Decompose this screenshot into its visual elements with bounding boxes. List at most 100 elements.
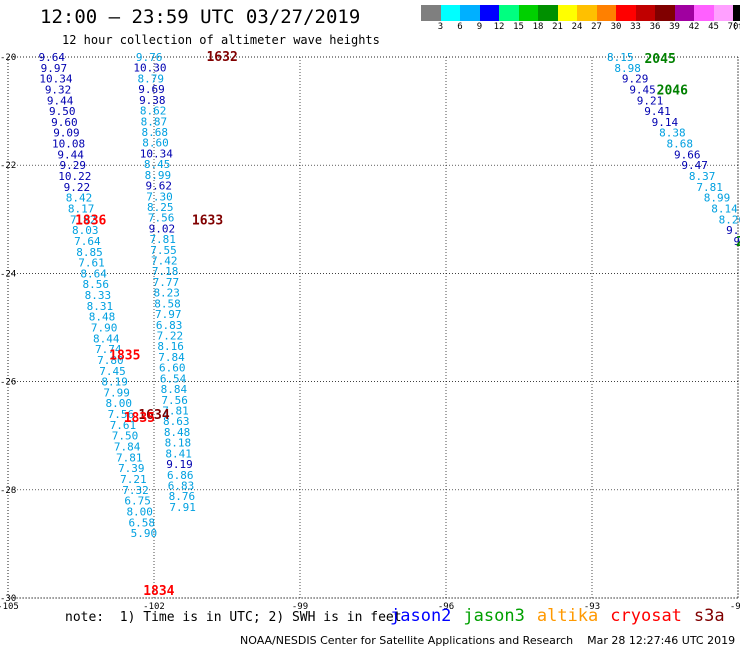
wave-height-value: 7.84 (114, 441, 141, 454)
wave-height-value: 7.56 (161, 394, 188, 407)
legend-swatch (616, 5, 636, 21)
wave-height-value: 7.81 (149, 233, 176, 246)
wave-height-value: 7.74 (95, 343, 122, 356)
lat-tick-label: -22 (0, 161, 16, 171)
lat-tick-label: -20 (0, 53, 16, 63)
satellite-name: s3a (693, 606, 725, 626)
lon-tick-label: -90 (730, 602, 740, 612)
wave-height-value: 8.15 (607, 51, 634, 64)
color-legend (421, 5, 740, 21)
satellite-name: jason3 (463, 606, 525, 626)
lon-tick-label: -96 (438, 602, 454, 612)
legend-tick-label: 18 (532, 22, 544, 32)
wave-height-value: 8.44 (93, 332, 120, 345)
wave-height-value: 8.14 (711, 202, 738, 215)
wave-height-value: 7.64 (74, 235, 101, 248)
legend-tick-label: 30 (610, 22, 622, 32)
wave-height-value: 9.66 (674, 148, 701, 161)
wave-height-value: 6.83 (156, 319, 183, 332)
legend-tick-label: 45 (708, 22, 719, 32)
wave-height-value: 7.97 (155, 308, 182, 321)
wave-height-value: 8.23 (153, 287, 180, 300)
wave-height-value: 9.85 (734, 235, 740, 248)
wave-height-value: 7.56 (148, 212, 175, 225)
credit-line: NOAA/NESDIS Center for Satellite Applica… (240, 634, 736, 647)
legend-tick-label: 36 (649, 22, 661, 32)
satellite-name: cryosat (610, 606, 682, 626)
wave-height-value: 9.21 (637, 94, 664, 107)
wave-height-value: 6.60 (159, 362, 186, 375)
legend-swatch (713, 5, 733, 21)
wave-height-value: 7.50 (112, 430, 139, 443)
lon-tick-label: -93 (584, 602, 600, 612)
wave-height-value: 7.90 (91, 322, 118, 335)
wave-height-value: 8.18 (165, 437, 192, 450)
wave-height-value: 8.60 (142, 137, 169, 150)
wave-height-value: 7.56 (108, 408, 135, 421)
wave-height-value: 9.62 (145, 180, 172, 193)
satellite-name: jason2 (390, 606, 452, 626)
lat-tick-label: -28 (0, 486, 16, 496)
legend-swatch (518, 5, 538, 21)
wave-height-value: 5.90 (131, 527, 158, 540)
wave-height-value: 7.92 (70, 213, 97, 226)
wave-height-value: 8.25 (147, 201, 174, 214)
footnote: note: 1) Time is in UTC; 2) SWH is in fe… (65, 610, 402, 625)
wave-height-value: 9.29 (59, 159, 86, 172)
wave-height-value: 9.38 (139, 94, 166, 107)
legend-swatch (499, 5, 519, 21)
wave-height-value: 7.81 (696, 181, 723, 194)
pass-time-label: 1835 (124, 411, 155, 426)
legend-tick-label: 24 (571, 22, 583, 32)
pass-time-label: 2046 (657, 83, 688, 98)
wave-height-value: 7.21 (120, 473, 147, 486)
wave-height-value: 8.68 (667, 138, 694, 151)
wave-height-value: 7.61 (78, 257, 105, 270)
pass-time-label: 1633 (192, 213, 223, 228)
legend-tick-label: 21 (552, 22, 563, 32)
map-frame (7, 56, 739, 599)
legend-unit: (ft) (732, 22, 740, 32)
wave-height-value: 9.91 (726, 224, 740, 237)
legend-swatch (460, 5, 480, 21)
wave-height-value: 8.42 (66, 192, 93, 205)
wave-height-value: 8.62 (140, 105, 167, 118)
wave-height-value: 9.32 (45, 83, 72, 96)
wave-height-value: 6.58 (129, 516, 156, 529)
pass-time-label: 2045 (644, 52, 675, 67)
pass-time-label: 1834 (143, 584, 174, 599)
legend-swatch (479, 5, 499, 21)
pass-time-label: 1836 (75, 213, 106, 228)
legend-tick-label: 27 (591, 22, 602, 32)
wave-height-value: 8.33 (85, 289, 112, 302)
wave-height-value: 7.81 (162, 404, 189, 417)
wave-height-value: 8.48 (164, 426, 191, 439)
legend-tick-label: 6 (457, 22, 463, 32)
legend-swatch (674, 5, 694, 21)
wave-height-value: 10.22 (58, 170, 91, 183)
lon-tick-label: -105 (0, 602, 19, 612)
wave-height-value: 6.86 (167, 469, 194, 482)
satellite-name: altika (536, 606, 599, 626)
legend-tick-label: 39 (669, 22, 680, 32)
wave-height-value: 8.16 (157, 340, 184, 353)
legend-tick-label: 33 (630, 22, 641, 32)
wave-height-value: 7.61 (110, 419, 137, 432)
wave-height-value: 8.00 (106, 397, 133, 410)
wave-height-value: 7.18 (152, 265, 179, 278)
wave-height-value: 8.19 (101, 376, 128, 389)
legend-swatch (635, 5, 655, 21)
wave-height-value: 9.45 (629, 83, 656, 96)
wave-height-value: 9.64 (39, 51, 66, 64)
legend-tick-label: 42 (688, 22, 700, 32)
wave-height-value: 9.41 (644, 105, 671, 118)
wave-height-value: 8.85 (76, 246, 103, 259)
legend-tick-label: 12 (493, 22, 505, 32)
legend-swatch (655, 5, 675, 21)
wave-height-value: 8.64 (80, 267, 107, 280)
wave-height-value: 9.60 (51, 116, 78, 129)
wave-height-value: 8.41 (165, 447, 192, 460)
legend-tick-label: 70 (727, 22, 739, 32)
